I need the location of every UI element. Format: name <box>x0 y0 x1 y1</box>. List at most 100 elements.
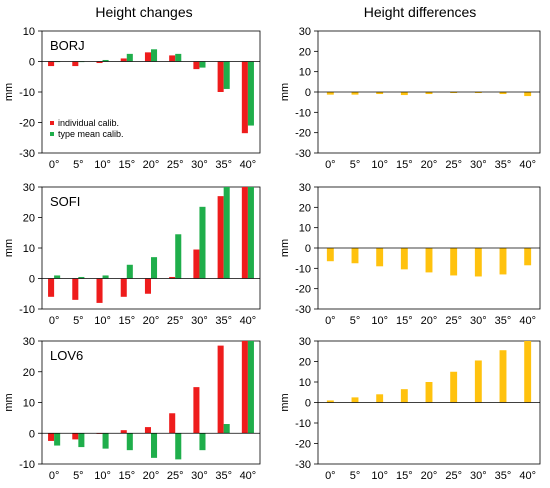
chart-panel-lov6-differences: -30 -20 -10 0 10 20 30 mm 0° 5° 10° 15° 20° 25° 30° 35°… <box>279 336 541 482</box>
x-tick-label: 35° <box>495 159 512 171</box>
bar-individual <box>48 278 55 297</box>
x-tick-label: 15° <box>396 315 413 327</box>
x-tick-label: 10° <box>94 470 111 482</box>
bar-individual <box>169 276 176 279</box>
bar-type-mean <box>247 341 254 434</box>
bar-type-mean <box>102 59 109 62</box>
bar-difference <box>425 382 433 403</box>
bar-difference <box>400 92 408 96</box>
bar-type-mean <box>247 61 254 126</box>
bar-type-mean <box>151 257 158 279</box>
y-tick-label: 10 <box>23 243 35 255</box>
y-tick-label: -10 <box>295 418 311 430</box>
station-label: BORJ <box>50 38 85 53</box>
x-tick-label: 40° <box>519 159 536 171</box>
bar-difference <box>400 389 408 403</box>
station-label: SOFI <box>50 194 80 209</box>
bar-difference <box>351 397 359 403</box>
x-tick-label: 10° <box>371 470 388 482</box>
bar-type-mean <box>175 234 182 279</box>
x-tick-label: 30° <box>191 159 208 171</box>
y-tick-label: -10 <box>295 263 311 275</box>
x-tick-label: 25° <box>167 315 184 327</box>
x-tick-label: 0° <box>49 315 60 327</box>
bar-individual <box>120 430 127 434</box>
x-tick-label: 20° <box>421 159 438 171</box>
y-tick-label: 30 <box>23 182 35 194</box>
chart-panels: -30 -20 -10 0 10 mm 0° 5° 10° 15° 20° 25° 30° 35° 40° B… <box>3 26 541 482</box>
x-tick-label: 35° <box>215 315 232 327</box>
bar-type-mean <box>175 53 182 62</box>
legend-swatch-individual <box>50 121 54 125</box>
x-tick-label: 15° <box>118 159 135 171</box>
bar-type-mean <box>78 433 85 448</box>
x-tick-label: 0° <box>325 470 336 482</box>
bar-type-mean <box>102 433 109 449</box>
x-tick-label: 15° <box>118 315 135 327</box>
chart-panel-lov6-changes: -10 0 10 20 30 mm 0° 5° 10° 15° 20° 25° 30° 35° 40° LOV… <box>3 336 261 482</box>
x-tick-label: 5° <box>73 159 84 171</box>
y-tick-label: 20 <box>299 202 311 214</box>
x-tick-label: 30° <box>191 315 208 327</box>
x-tick-label: 40° <box>240 315 257 327</box>
bar-individual <box>217 345 224 434</box>
bar-difference <box>351 92 359 95</box>
bar-individual <box>72 278 79 300</box>
x-tick-label: 25° <box>167 470 184 482</box>
y-tick-label: -20 <box>295 439 311 451</box>
y-tick-label: 30 <box>299 26 311 38</box>
y-tick-label: -30 <box>295 459 311 471</box>
y-tick-label: -30 <box>295 304 311 316</box>
x-tick-label: 0° <box>325 159 336 171</box>
y-tick-label: -10 <box>19 87 35 99</box>
bar-individual <box>96 61 103 64</box>
y-tick-label: -20 <box>295 284 311 296</box>
y-tick-label: 0 <box>305 398 311 410</box>
chart-panel-sofi-differences: -30 -20 -10 0 10 20 30 mm 0° 5° 10° 15° 20° 25° 30° 35°… <box>279 182 541 327</box>
y-tick-label: 20 <box>299 357 311 369</box>
bar-difference <box>499 92 507 95</box>
y-tick-label: -20 <box>295 128 311 140</box>
y-tick-label: -30 <box>295 148 311 160</box>
bar-type-mean <box>54 433 61 446</box>
x-tick-label: 30° <box>470 159 487 171</box>
bar-difference <box>326 400 334 403</box>
x-tick-label: 35° <box>495 315 512 327</box>
y-tick-label: 20 <box>299 46 311 58</box>
x-tick-label: 25° <box>445 315 462 327</box>
bar-individual <box>193 249 200 279</box>
bar-difference <box>376 248 384 267</box>
bar-difference <box>425 248 433 273</box>
bar-difference <box>450 248 458 276</box>
y-tick-label: 20 <box>23 213 35 225</box>
x-tick-label: 40° <box>519 470 536 482</box>
bar-difference <box>499 248 507 275</box>
bar-type-mean <box>151 433 158 458</box>
bar-individual <box>241 187 248 279</box>
bar-individual <box>144 278 151 294</box>
y-tick-label: 30 <box>299 182 311 194</box>
bar-type-mean <box>78 276 85 279</box>
y-tick-label: -10 <box>19 304 35 316</box>
x-tick-label: 40° <box>240 470 257 482</box>
bar-type-mean <box>199 61 206 68</box>
x-tick-label: 10° <box>371 159 388 171</box>
bar-individual <box>144 427 151 434</box>
bar-type-mean <box>102 275 109 279</box>
x-tick-label: 5° <box>73 470 84 482</box>
bar-individual <box>193 387 200 434</box>
y-axis-label: mm <box>279 393 291 411</box>
x-tick-label: 20° <box>421 315 438 327</box>
legend-label-type-mean: type mean calib. <box>58 129 124 139</box>
y-tick-label: 10 <box>23 26 35 38</box>
bar-difference <box>474 360 482 403</box>
y-tick-label: 20 <box>23 367 35 379</box>
bar-type-mean <box>126 53 133 62</box>
chart-panel-borj-changes: -30 -20 -10 0 10 mm 0° 5° 10° 15° 20° 25° 30° 35° 40° B… <box>3 26 261 171</box>
bar-type-mean <box>247 187 254 279</box>
bar-difference <box>524 92 532 97</box>
bar-type-mean <box>175 433 182 460</box>
y-axis-label: mm <box>3 239 15 257</box>
x-tick-label: 40° <box>240 159 257 171</box>
